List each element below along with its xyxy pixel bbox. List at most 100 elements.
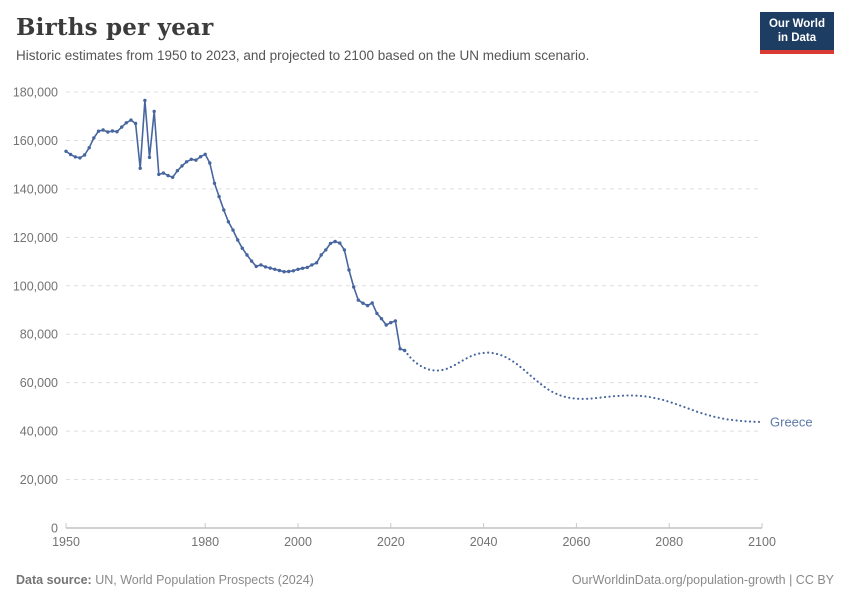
- data-point: [389, 320, 393, 325]
- chart-title: Births per year: [16, 14, 214, 41]
- data-point: [310, 263, 314, 267]
- data-point: [352, 285, 356, 289]
- chart-subtitle: Historic estimates from 1950 to 2023, an…: [16, 48, 590, 63]
- owid-logo[interactable]: Our World in Data: [759, 12, 834, 54]
- data-point: [101, 128, 105, 132]
- data-point: [314, 261, 319, 265]
- births-line-chart: 0 20,000 40,000 60,000 80,000 100,000 120,000 1…: [13, 86, 813, 550]
- x-tick-label: 2040: [470, 535, 498, 549]
- data-point: [96, 129, 101, 133]
- data-point: [133, 121, 138, 126]
- data-point: [342, 248, 347, 252]
- y-tick-label: 160,000: [13, 134, 58, 148]
- data-point: [194, 158, 198, 162]
- data-point: [393, 319, 398, 323]
- data-point: [356, 298, 360, 302]
- data-point: [106, 130, 110, 134]
- data-point: [222, 208, 226, 212]
- data-point: [398, 347, 402, 351]
- data-point: [152, 109, 156, 114]
- data-point: [324, 248, 328, 252]
- data-source-text: UN, World Population Prospects (2024): [91, 573, 314, 587]
- x-tick-label: 1950: [52, 535, 80, 549]
- x-tick-label: 2000: [284, 535, 312, 549]
- data-point: [384, 323, 388, 327]
- series-solid-line: [65, 99, 405, 352]
- data-point: [180, 164, 184, 168]
- footer-attribution-link[interactable]: OurWorldinData.org/population-growth | C…: [571, 573, 834, 587]
- data-point: [175, 169, 180, 173]
- y-tick-label: 40,000: [20, 425, 58, 439]
- data-point: [328, 241, 333, 246]
- data-point: [143, 98, 147, 103]
- entity-label: Greece: [770, 414, 813, 429]
- data-point: [73, 155, 78, 159]
- data-point: [273, 267, 277, 271]
- data-point: [68, 152, 73, 157]
- data-point: [245, 253, 249, 257]
- data-point: [120, 125, 124, 129]
- owid-logo-line1: Our World: [768, 18, 825, 30]
- data-point: [231, 228, 235, 232]
- data-point: [249, 259, 254, 263]
- data-point: [189, 157, 193, 161]
- data-point: [259, 263, 263, 267]
- data-point: [240, 246, 244, 250]
- data-point: [92, 136, 96, 140]
- series-dotted-line: [403, 349, 764, 423]
- data-point: [370, 301, 374, 305]
- x-tick-label: 2020: [377, 535, 405, 549]
- data-point: [375, 311, 379, 316]
- data-point: [212, 181, 217, 185]
- y-tick-label: 80,000: [20, 328, 58, 342]
- data-point: [361, 301, 365, 305]
- data-point: [333, 239, 337, 244]
- x-tick-label: 2080: [655, 535, 683, 549]
- data-point: [166, 173, 170, 178]
- chart-footer: Data source: UN, World Population Prospe…: [16, 573, 834, 587]
- data-point: [226, 220, 231, 224]
- data-point: [208, 161, 212, 165]
- data-point: [87, 146, 91, 150]
- data-point: [129, 118, 133, 122]
- data-point: [217, 194, 221, 199]
- x-tick-label: 2060: [562, 535, 590, 549]
- chart-header: Births per year Historic estimates from …: [16, 12, 834, 63]
- data-point: [300, 266, 305, 270]
- data-point: [82, 153, 87, 157]
- data-source-label: Data source:: [16, 573, 92, 587]
- data-point: [282, 270, 286, 274]
- data-point: [171, 175, 175, 179]
- y-tick-label: 120,000: [13, 231, 58, 245]
- data-point: [263, 265, 268, 269]
- data-point: [147, 155, 152, 160]
- data-point: [319, 253, 323, 257]
- data-point: [291, 269, 296, 273]
- chart-header-titles: Births per year Historic estimates from …: [16, 12, 589, 63]
- y-tick-label: 180,000: [13, 86, 58, 100]
- data-point: [254, 264, 258, 269]
- data-point: [78, 156, 82, 160]
- data-point: [379, 317, 384, 321]
- data-point: [287, 269, 291, 274]
- y-tick-label: 140,000: [13, 182, 58, 196]
- data-point: [268, 266, 272, 270]
- data-point: [161, 171, 166, 175]
- data-point: [277, 268, 282, 273]
- owid-logo-line2: in Data: [777, 32, 817, 45]
- data-point: [203, 152, 207, 156]
- data-point: [296, 267, 300, 271]
- y-tick-label: 20,000: [20, 473, 58, 487]
- data-point: [347, 268, 351, 272]
- x-tick-label: 1980: [191, 535, 219, 549]
- data-point: [338, 241, 342, 245]
- data-source: Data source: UN, World Population Prospe…: [16, 573, 314, 587]
- data-point: [305, 265, 309, 270]
- data-point: [110, 129, 115, 133]
- data-point: [198, 155, 203, 159]
- x-tick-label: 2100: [748, 535, 776, 549]
- data-point: [365, 303, 370, 308]
- data-point: [115, 130, 119, 134]
- data-point: [157, 172, 161, 177]
